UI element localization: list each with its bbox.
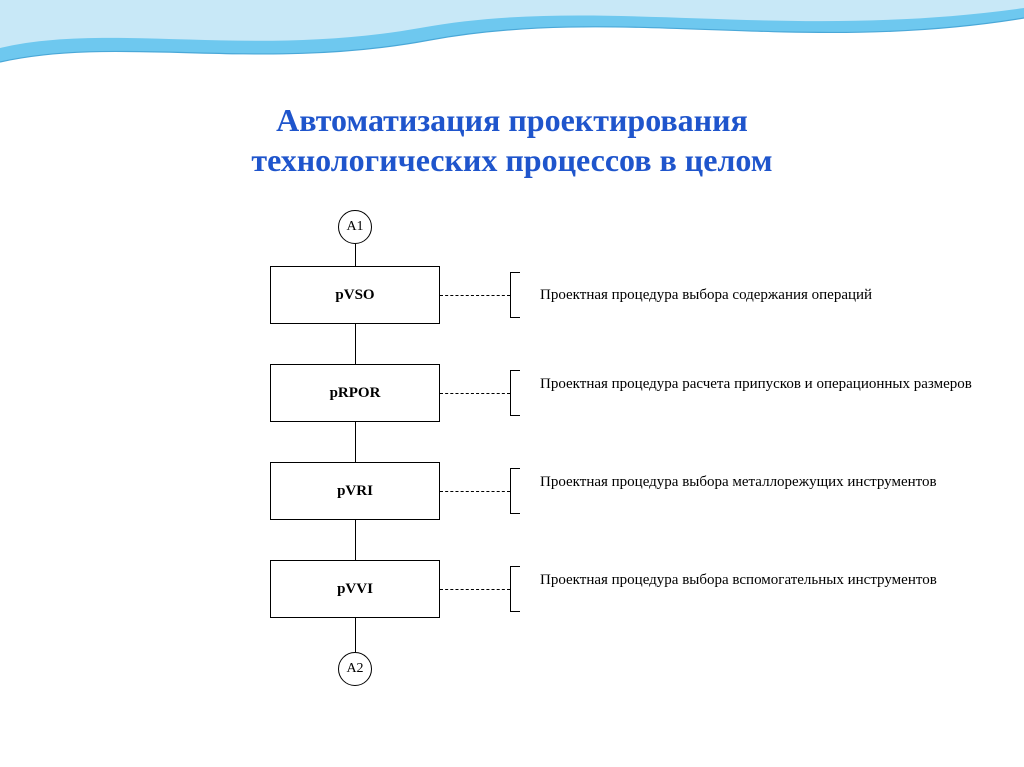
end-node-label: A2 (346, 661, 363, 677)
flow-box-label: pRPOR (330, 385, 381, 402)
start-node-label: A1 (346, 219, 363, 235)
flow-box-prpor: pRPOR (270, 364, 440, 422)
connector-dash (440, 295, 510, 296)
wave-stroke (0, 18, 1024, 62)
bracket (510, 566, 520, 612)
wave-outer (0, 0, 1024, 62)
title-line-1: Автоматизация проектирования (0, 100, 1024, 140)
flow-desc: Проектная процедура выбора содержания оп… (540, 286, 1010, 305)
connector (355, 244, 356, 266)
flow-desc: Проектная процедура выбора металлорежущи… (540, 473, 980, 492)
wave-inner (0, 0, 1024, 48)
title-line-2: технологических процессов в целом (0, 140, 1024, 180)
flow-diagram: A1 pVSO Проектная процедура выбора содер… (250, 210, 1010, 740)
flow-box-pvvi: pVVI (270, 560, 440, 618)
bracket (510, 468, 520, 514)
header-wave (0, 0, 1024, 110)
connector (355, 618, 356, 652)
page-title: Автоматизация проектирования технологиче… (0, 100, 1024, 180)
flow-box-pvri: pVRI (270, 462, 440, 520)
flow-box-pvso: pVSO (270, 266, 440, 324)
flow-box-label: pVSO (335, 287, 374, 304)
bracket (510, 272, 520, 318)
connector (355, 422, 356, 462)
flow-desc: Проектная процедура расчета припусков и … (540, 375, 980, 394)
flow-desc: Проектная процедура выбора вспомогательн… (540, 571, 980, 590)
connector-dash (440, 393, 510, 394)
bracket (510, 370, 520, 416)
connector (355, 520, 356, 560)
end-node: A2 (338, 652, 372, 686)
start-node: A1 (338, 210, 372, 244)
flow-box-label: pVRI (337, 483, 373, 500)
connector-dash (440, 491, 510, 492)
connector-dash (440, 589, 510, 590)
flow-box-label: pVVI (337, 581, 373, 598)
connector (355, 324, 356, 364)
